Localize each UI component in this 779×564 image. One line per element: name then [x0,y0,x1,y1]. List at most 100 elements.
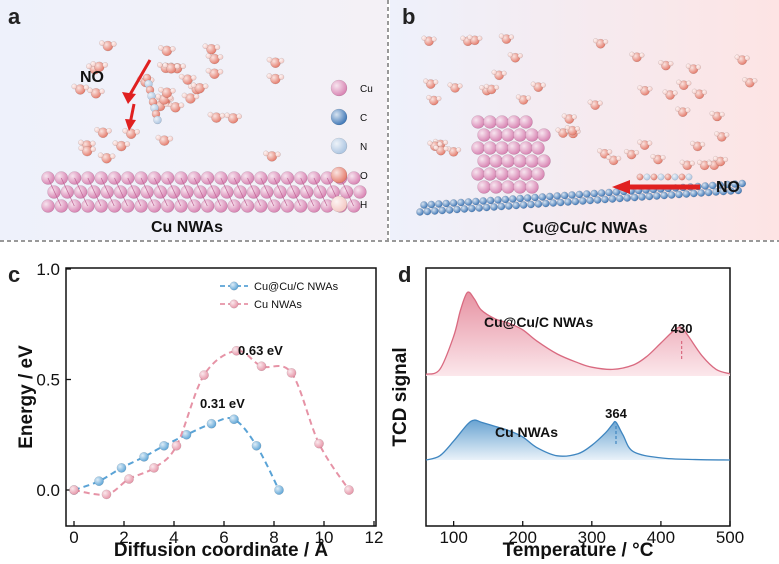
cu-cluster-atom-highlight [483,141,497,155]
water-oxygen-highlight [185,93,196,104]
water-hydrogen-highlight [443,140,448,145]
water-hydrogen-highlight [707,160,713,166]
cu-cluster-atom-highlight [525,154,539,168]
cu-atom-highlight [74,185,88,199]
panel-b-caption: Cu@Cu/C NWAs [523,220,648,237]
water-oxygen-highlight [166,63,177,74]
carbon-atom-highlight [568,191,576,199]
water-hydrogen-highlight [690,141,695,146]
water-oxygen-highlight [632,52,642,62]
chart-c-xtick-label: 2 [119,528,128,547]
cu-cluster-atom-highlight [531,167,545,181]
carbon-atom-highlight [475,204,483,212]
legend-atom-o-swatch-highlight [331,167,347,183]
carbon-atom-highlight [490,203,498,211]
carbon-atom-highlight [524,194,532,202]
no-molecule-atom-highlight [685,173,693,181]
water-hydrogen-highlight [179,74,185,80]
water-hydrogen-highlight [719,112,725,117]
carbon-atom-highlight [605,188,613,197]
water-oxygen-highlight [102,41,113,52]
water-hydrogen-highlight [167,136,173,142]
panel-label-c: c [8,262,20,287]
chart-c-xtick-label: 0 [69,528,78,547]
cu-cluster-atom-highlight [477,180,491,194]
cu-atom-highlight [233,185,247,199]
cu-cluster-atom-highlight [507,167,521,181]
water-oxygen-highlight [745,78,755,88]
cu-atom-highlight [180,185,194,199]
chart-d-xtick-label: 500 [716,528,744,547]
cu-atom-highlight [247,185,260,199]
series-cu-cu-c-point-highlight [229,414,239,424]
water-hydrogen-highlight [734,54,740,60]
water-hydrogen-highlight [86,63,92,69]
water-hydrogen-highlight [202,43,208,49]
carbon-atom-highlight [457,198,465,207]
water-oxygen-highlight [558,128,568,138]
water-hydrogen-highlight [675,106,681,112]
legend-atom-c-label: C [360,113,367,124]
water-hydrogen-highlight [78,139,84,146]
water-hydrogen-highlight [540,82,546,88]
cu-cluster-atom-highlight [471,141,485,155]
annotation-430-label: 430 [671,321,693,336]
cu-bond [313,177,328,207]
water-oxygen-highlight [682,160,692,170]
legend-atom-n-swatch-highlight [331,138,347,154]
cu-atom-highlight [127,185,141,199]
water-hydrogen-highlight [571,114,577,120]
cu-cluster-atom-highlight [483,115,497,129]
water-hydrogen-highlight [709,111,715,116]
water-hydrogen-highlight [606,154,612,160]
cu-atom-highlight [201,199,215,213]
carbon-atom-highlight [701,182,709,190]
cu-bond [74,177,88,207]
water-oxygen-highlight [661,60,671,71]
cu-bond [273,177,288,207]
water-hydrogen-highlight [155,135,161,141]
chart-c-ytick-label: 0.0 [36,481,60,500]
water-hydrogen-highlight [205,68,212,74]
legend-atom-o-label: O [360,171,368,182]
water-oxygen-highlight [494,70,504,80]
water-hydrogen-highlight [236,113,242,119]
water-hydrogen-highlight [134,129,140,135]
water-hydrogen-highlight [479,85,485,90]
series-cu-point-highlight [286,368,297,378]
series-cu-point-highlight [231,346,242,356]
water-hydrogen-highlight [423,78,429,84]
chart-c-xtick-label: 4 [169,528,178,547]
water-hydrogen-highlight [90,140,96,147]
carbon-atom-highlight [575,190,584,199]
water-hydrogen-highlight [421,35,427,41]
water-hydrogen-highlight [575,126,580,132]
carbon-atom-highlight [612,188,621,196]
carbon-atom-highlight [675,190,683,199]
water-oxygen-highlight [126,128,137,139]
carbon-atom-highlight [468,204,476,213]
water-hydrogen-highlight [158,45,164,51]
cu-cluster-atom-highlight [495,141,509,155]
legend-atom-n-label: N [360,142,367,153]
carbon-atom-highlight [497,202,505,211]
cu-bond [60,177,75,207]
water-hydrogen-highlight [124,141,130,147]
water-oxygen-highlight [533,82,543,92]
water-hydrogen-highlight [616,155,622,161]
water-hydrogen-highlight [484,84,489,89]
no-molecule-atom-highlight [153,116,162,124]
carbon-atom-highlight [460,205,468,213]
water-hydrogen-highlight [90,61,96,67]
water-oxygen-highlight [518,95,529,105]
water-hydrogen-highlight [603,39,609,45]
water-oxygen-highlight [694,89,705,99]
chart-c-legend: Cu@Cu/C NWAs Cu NWAs [220,281,339,311]
water-hydrogen-highlight [214,44,220,50]
series-cu-point-highlight [171,441,182,451]
water-hydrogen-highlight [517,53,523,59]
water-hydrogen-highlight [686,80,692,86]
no-molecule-atom-highlight [678,173,686,181]
water-hydrogen-highlight [90,146,96,152]
water-hydrogen-highlight [662,89,668,95]
